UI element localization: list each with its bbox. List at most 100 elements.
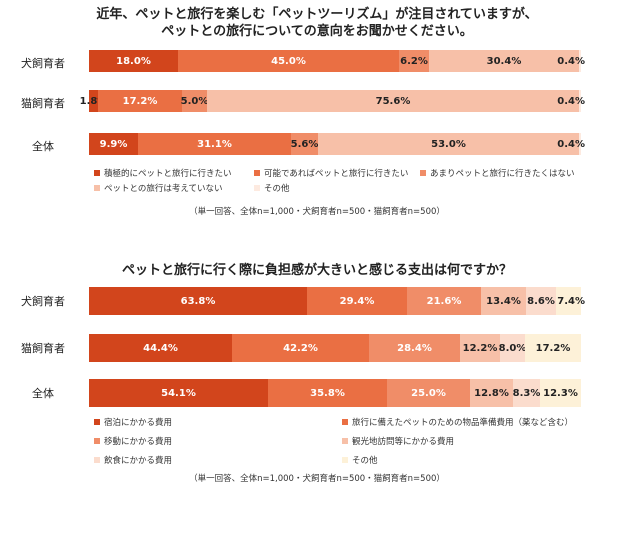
data-label: 0.4% <box>557 95 585 107</box>
legend-item: 観光地訪問等にかかる費用 <box>342 435 454 447</box>
legend-swatch <box>94 419 100 425</box>
data-label: 54.1% <box>161 387 196 399</box>
legend-swatch <box>342 438 348 444</box>
chart-2-category-label: 犬飼育者 <box>21 295 65 308</box>
chart-1-legend: 積極的にペットと旅行に行きたい 可能であればペットと旅行に行きたい あまりペット… <box>0 167 634 197</box>
bar-segment: 18.0% <box>89 50 178 72</box>
bar-segment: 12.2% <box>460 334 500 362</box>
bar-segment: 30.4% <box>429 50 579 72</box>
bar-segment: 8.3% <box>513 379 540 407</box>
chart-1-note: （単一回答、全体n=1,000・犬飼育者n=500・猫飼育者n=500） <box>189 207 445 217</box>
bar-segment: 12.3% <box>540 379 581 407</box>
legend-label: あまりペットと旅行に行きたくはない <box>430 169 575 179</box>
legend-swatch <box>94 457 100 463</box>
chart-2-bar-row: 54.1% 35.8% 25.0% 12.8% 8.3% 12.3% <box>89 379 581 407</box>
data-label: 8.0% <box>498 342 527 354</box>
legend-label: 観光地訪問等にかかる費用 <box>352 437 455 447</box>
bar-segment: 8.6% <box>526 287 556 315</box>
data-label: 13.4% <box>486 295 521 307</box>
data-label: 7.4% <box>557 295 585 307</box>
bar-segment: 1.8% <box>80 90 107 112</box>
bar-segment: 17.2% <box>98 90 182 112</box>
bar-segment: 0.4% <box>557 90 585 112</box>
data-label: 17.2% <box>122 95 158 107</box>
chart-1-bar-row: 18.0% 45.0% 6.2% 30.4% 0.4% <box>89 50 585 72</box>
data-label: 0.4% <box>557 138 585 150</box>
data-label: 9.9% <box>99 138 128 150</box>
data-label: 29.4% <box>339 295 375 307</box>
data-label: 5.6% <box>290 138 319 150</box>
legend-label: 移動にかかる費用 <box>104 437 173 447</box>
legend-swatch <box>254 185 260 191</box>
data-label: 5.0% <box>180 95 209 107</box>
legend-item: 飲食にかかる費用 <box>94 454 172 466</box>
bar-segment: 45.0% <box>178 50 399 72</box>
legend-item: 旅行に備えたペットのための物品準備費用（薬など含む） <box>342 416 573 428</box>
data-label: 6.2% <box>400 55 428 67</box>
bar-segment: 63.8% <box>89 287 307 315</box>
bar-segment: 0.4% <box>557 50 585 72</box>
legend-swatch <box>94 185 100 191</box>
chart-1-bar-row: 9.9% 31.1% 5.6% 53.0% 0.4% <box>89 133 585 155</box>
legend-label: 宿泊にかかる費用 <box>104 418 173 428</box>
legend-item: 可能であればペットと旅行に行きたい <box>254 167 408 179</box>
data-label: 45.0% <box>271 55 306 67</box>
data-label: 17.2% <box>535 342 571 354</box>
legend-swatch <box>254 170 260 176</box>
chart-2-legend: 宿泊にかかる費用 旅行に備えたペットのための物品準備費用（薬など含む） 移動にか… <box>0 416 634 466</box>
bar-segment: 75.6% <box>207 90 579 112</box>
bar-segment: 5.6% <box>291 133 318 155</box>
chart-1-category-label: 犬飼育者 <box>21 57 65 70</box>
legend-item: その他 <box>342 454 378 466</box>
chart-2-category-label: 全体 <box>32 387 54 400</box>
legend-swatch <box>94 438 100 444</box>
data-label: 21.6% <box>426 295 462 307</box>
data-label: 28.4% <box>397 342 432 354</box>
legend-label: 飲食にかかる費用 <box>104 456 173 466</box>
bar-segment: 5.0% <box>180 90 209 112</box>
data-label: 8.3% <box>512 387 541 399</box>
legend-swatch <box>420 170 426 176</box>
data-label: 25.0% <box>411 387 446 399</box>
bar-segment: 44.4% <box>89 334 232 362</box>
bar-segment: 31.1% <box>138 133 291 155</box>
legend-item: あまりペットと旅行に行きたくはない <box>420 167 575 179</box>
bar-segment: 54.1% <box>89 379 268 407</box>
legend-item: その他 <box>254 182 290 194</box>
chart-2-category-label: 猫飼育者 <box>21 342 65 355</box>
bar-segment: 17.2% <box>525 334 581 362</box>
data-label: 0.4% <box>557 55 585 67</box>
bar-segment: 0.4% <box>557 133 585 155</box>
bar-segment: 6.2% <box>399 50 429 72</box>
data-label: 63.8% <box>180 295 216 307</box>
bar-segment: 29.4% <box>307 287 407 315</box>
data-label: 12.2% <box>462 342 498 354</box>
chart-1-bar-row: 1.8% 17.2% 5.0% 75.6% 0.4% <box>80 90 585 112</box>
legend-label: 旅行に備えたペットのための物品準備費用（薬など含む） <box>352 418 574 428</box>
data-label: 12.3% <box>543 387 578 399</box>
data-label: 75.6% <box>375 95 411 107</box>
chart-2-bar-row: 44.4% 42.2% 28.4% 12.2% 8.0% 17.2% <box>89 334 581 362</box>
bar-segment: 7.4% <box>556 287 585 315</box>
legend-swatch <box>342 419 348 425</box>
legend-label: 可能であればペットと旅行に行きたい <box>264 169 409 179</box>
legend-label: ペットとの旅行は考えていない <box>104 184 223 194</box>
bar-segment: 28.4% <box>369 334 460 362</box>
bar-segment: 21.6% <box>407 287 481 315</box>
data-label: 1.8% <box>79 95 108 107</box>
data-label: 35.8% <box>310 387 345 399</box>
data-label: 18.0% <box>116 55 151 67</box>
chart-1-category-label: 猫飼育者 <box>21 97 65 110</box>
data-label: 8.6% <box>527 295 555 307</box>
chart-2-title: ペットと旅行に行く際に負担感が大きいと感じる支出は何ですか？ <box>121 263 512 278</box>
legend-item: ペットとの旅行は考えていない <box>94 182 223 194</box>
bar-segment: 12.8% <box>470 379 513 407</box>
data-label: 42.2% <box>283 342 318 354</box>
bar-segment: 8.0% <box>498 334 527 362</box>
bar-segment: 25.0% <box>387 379 470 407</box>
legend-item: 宿泊にかかる費用 <box>94 416 172 428</box>
bar-segment: 42.2% <box>232 334 369 362</box>
chart-1-title-line-2: ペットとの旅行についての意向をお聞かせください。 <box>161 24 473 39</box>
legend-label: 積極的にペットと旅行に行きたい <box>104 169 232 179</box>
bar-segment: 13.4% <box>481 287 526 315</box>
